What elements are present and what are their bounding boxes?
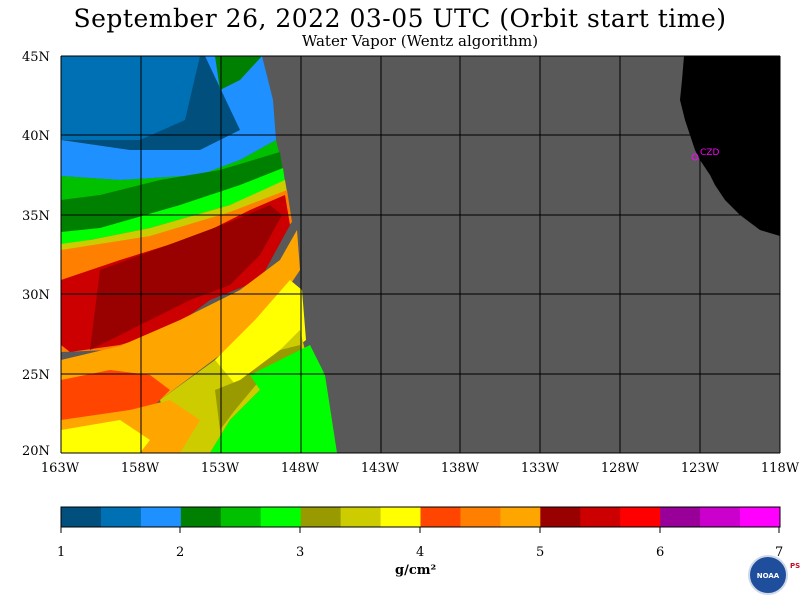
colorbar	[61, 507, 781, 527]
colorbar-swatch	[260, 507, 302, 527]
colorbar-swatch	[100, 507, 142, 527]
colorbar-tick-label: 7	[775, 545, 784, 560]
map-title: September 26, 2022 03-05 UTC (Orbit star…	[73, 4, 727, 33]
colorbar-tick-label: 6	[656, 545, 665, 560]
colorbar-ticks	[60, 527, 780, 533]
station-marker	[691, 153, 699, 161]
noaa-logo-text: NOAA	[756, 572, 780, 580]
colorbar-swatch	[580, 507, 621, 527]
colorbar-swatch	[420, 507, 461, 527]
lon-label: 118W	[761, 461, 800, 476]
colorbar-tick-label: 2	[176, 545, 185, 560]
colorbar-units: g/cm²	[395, 563, 437, 578]
colorbar-swatch	[180, 507, 222, 527]
lon-label: 148W	[281, 461, 320, 476]
colorbar-swatch	[220, 507, 262, 527]
lat-label: 35N	[22, 209, 50, 224]
colorbar-swatch	[140, 507, 182, 527]
latitude-labels: 45N 40N 35N 30N 25N 20N	[22, 50, 50, 459]
land-mass	[680, 56, 780, 236]
lat-label: 25N	[22, 368, 50, 383]
lon-label: 138W	[441, 461, 480, 476]
graticule	[60, 55, 781, 454]
lon-label: 153W	[201, 461, 240, 476]
lon-label: 163W	[41, 461, 80, 476]
lat-label: 40N	[22, 129, 50, 144]
colorbar-swatch	[660, 507, 701, 527]
lon-label: 123W	[681, 461, 720, 476]
colorbar-tick-label: 3	[296, 545, 305, 560]
map-subtitle: Water Vapor (Wentz algorithm)	[301, 32, 539, 50]
colorbar-swatch	[540, 507, 581, 527]
colorbar-swatch	[620, 507, 661, 527]
colorbar-swatch	[300, 507, 342, 527]
water-vapor-swath	[61, 56, 337, 453]
colorbar-swatch	[460, 507, 501, 527]
lon-label: 158W	[121, 461, 160, 476]
colorbar-swatch	[61, 507, 102, 527]
colorbar-swatch	[740, 507, 781, 527]
station-label: CZD	[700, 148, 719, 158]
noaa-logo	[748, 555, 788, 595]
lat-label: 45N	[22, 50, 50, 65]
lon-label: 133W	[521, 461, 560, 476]
colorbar-tick-label: 1	[57, 545, 66, 560]
lon-label: 143W	[361, 461, 400, 476]
colorbar-swatch	[340, 507, 382, 527]
lat-label: 30N	[22, 288, 50, 303]
colorbar-tick-label: 4	[416, 545, 425, 560]
lon-label: 128W	[601, 461, 640, 476]
colorbar-swatch	[500, 507, 541, 527]
colorbar-swatch	[700, 507, 741, 527]
colorbar-swatch	[380, 507, 421, 527]
psl-logo-text: PSL	[790, 562, 800, 570]
lat-label: 20N	[22, 444, 50, 459]
colorbar-tick-label: 5	[536, 545, 545, 560]
longitude-labels: 163W 158W 153W 148W 143W 138W 133W 128W …	[41, 461, 800, 476]
